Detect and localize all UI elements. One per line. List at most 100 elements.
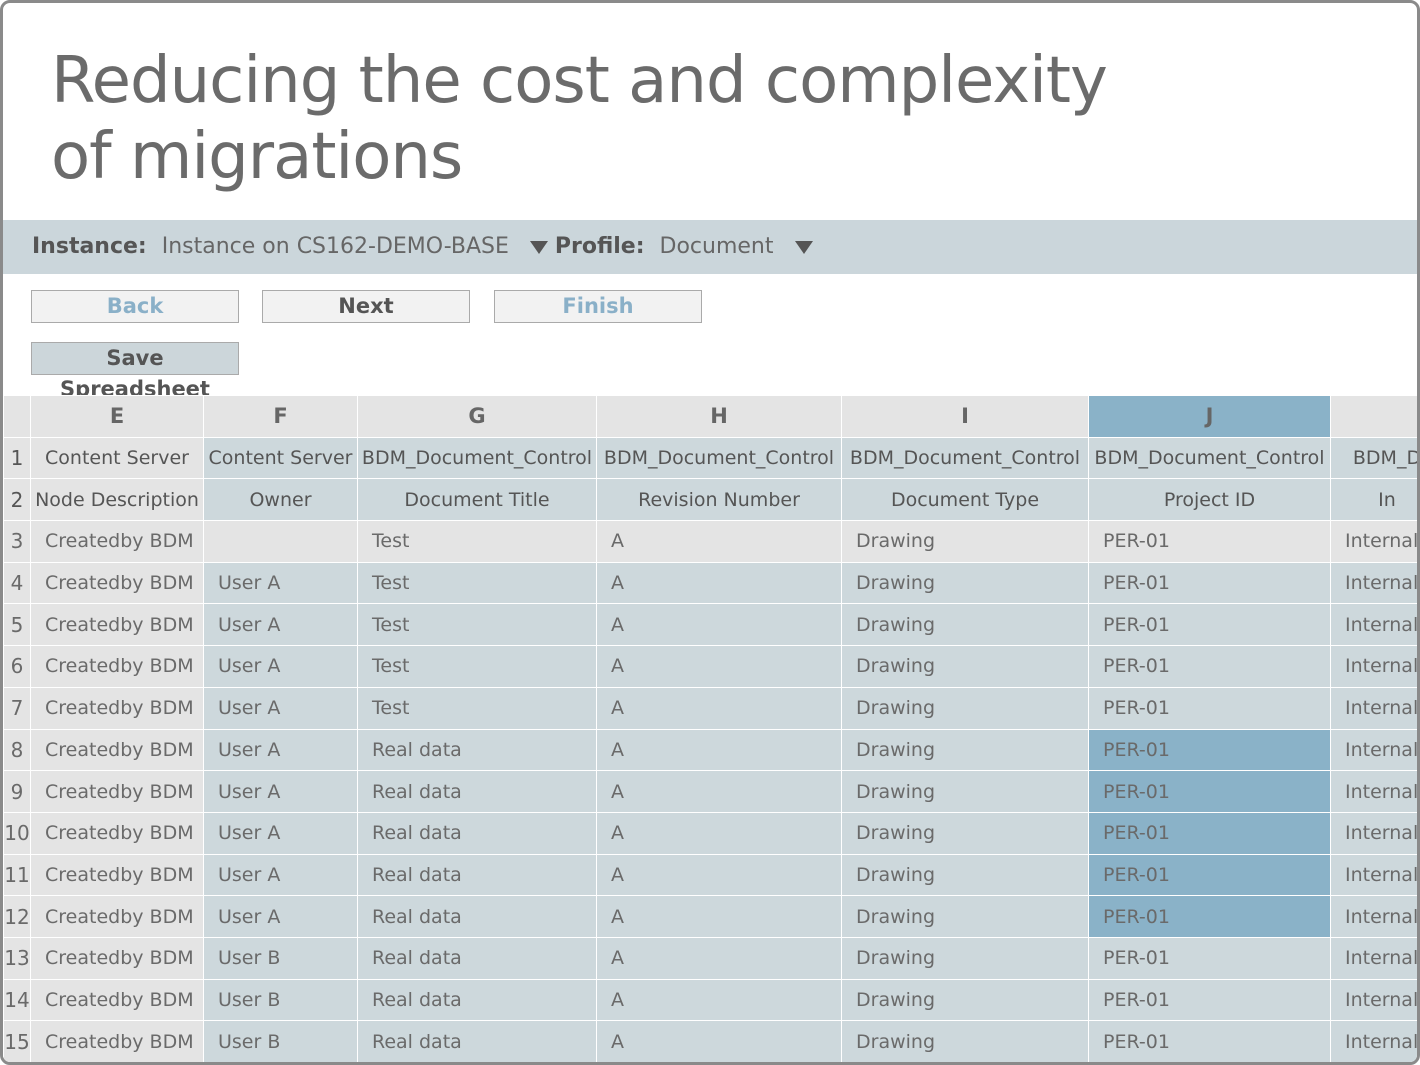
cell[interactable]: Createdby BDM	[30, 936, 204, 980]
row-number[interactable]: 5	[3, 603, 31, 647]
cell[interactable]: PER-01	[1088, 520, 1331, 563]
row-number[interactable]: 2	[3, 478, 31, 522]
cell[interactable]: Drawing	[841, 520, 1089, 563]
row-number[interactable]: 7	[3, 686, 31, 730]
cell[interactable]: Internal	[1330, 811, 1417, 855]
cell[interactable]: A	[596, 645, 842, 688]
cell[interactable]: Document Title	[357, 478, 597, 522]
save-spreadsheet-button[interactable]: Save Spreadsheet	[31, 342, 239, 401]
finish-button[interactable]: Finish	[494, 290, 702, 323]
cell[interactable]: Real data	[357, 770, 597, 813]
cell[interactable]: Internal	[1330, 561, 1417, 605]
cell[interactable]: Createdby BDM	[30, 978, 204, 1022]
cell[interactable]: Drawing	[841, 686, 1089, 730]
cell[interactable]: Node Description	[30, 478, 204, 522]
cell[interactable]: User A	[203, 853, 358, 897]
cell[interactable]: PER-01	[1088, 728, 1331, 772]
cell[interactable]: Drawing	[841, 1020, 1089, 1062]
cell[interactable]: User B	[203, 936, 358, 980]
cell[interactable]: Document Type	[841, 478, 1089, 522]
back-button[interactable]: Back	[31, 290, 239, 323]
cell[interactable]: Createdby BDM	[30, 728, 204, 772]
cell[interactable]: Real data	[357, 811, 597, 855]
cell[interactable]: Internal	[1330, 645, 1417, 688]
cell[interactable]: A	[596, 936, 842, 980]
cell[interactable]: Drawing	[841, 853, 1089, 897]
cell[interactable]: Drawing	[841, 978, 1089, 1022]
row-number[interactable]: 3	[3, 520, 31, 563]
cell[interactable]: A	[596, 686, 842, 730]
row-number[interactable]: 4	[3, 561, 31, 605]
row-number[interactable]: 10	[3, 811, 31, 855]
row-number[interactable]: 15	[3, 1020, 31, 1062]
row-number[interactable]: 13	[3, 936, 31, 980]
cell[interactable]: Internal	[1330, 770, 1417, 813]
cell[interactable]: Createdby BDM	[30, 603, 204, 647]
cell[interactable]: Createdby BDM	[30, 895, 204, 938]
cell[interactable]: Internal	[1330, 895, 1417, 938]
cell[interactable]: BDM_Document_Control	[841, 436, 1089, 480]
cell[interactable]: Createdby BDM	[30, 645, 204, 688]
cell[interactable]: Createdby BDM	[30, 561, 204, 605]
cell[interactable]: PER-01	[1088, 645, 1331, 688]
cell[interactable]: Test	[357, 686, 597, 730]
cell[interactable]: PER-01	[1088, 936, 1331, 980]
cell[interactable]: A	[596, 895, 842, 938]
cell[interactable]: Drawing	[841, 728, 1089, 772]
row-number[interactable]: 9	[3, 770, 31, 813]
cell[interactable]: User A	[203, 770, 358, 813]
cell[interactable]: PER-01	[1088, 561, 1331, 605]
cell[interactable]: A	[596, 811, 842, 855]
cell[interactable]: Test	[357, 561, 597, 605]
cell[interactable]: Drawing	[841, 603, 1089, 647]
cell[interactable]: User B	[203, 1020, 358, 1062]
column-header[interactable]: G	[357, 395, 597, 438]
cell[interactable]: In	[1330, 478, 1417, 522]
cell[interactable]: Internal	[1330, 1020, 1417, 1062]
cell[interactable]: PER-01	[1088, 1020, 1331, 1062]
cell[interactable]: Drawing	[841, 770, 1089, 813]
profile-dropdown[interactable]	[794, 240, 813, 254]
row-number[interactable]: 6	[3, 645, 31, 688]
cell[interactable]: Drawing	[841, 561, 1089, 605]
cell[interactable]: PER-01	[1088, 686, 1331, 730]
cell[interactable]: Internal	[1330, 603, 1417, 647]
cell[interactable]: User A	[203, 645, 358, 688]
cell[interactable]: PER-01	[1088, 978, 1331, 1022]
cell[interactable]: Drawing	[841, 645, 1089, 688]
cell[interactable]: User A	[203, 728, 358, 772]
cell[interactable]: BDM_D	[1330, 436, 1417, 480]
instance-value[interactable]: Instance on CS162-DEMO-BASE	[161, 234, 509, 259]
cell[interactable]: A	[596, 728, 842, 772]
cell[interactable]: Test	[357, 645, 597, 688]
cell[interactable]: Revision Number	[596, 478, 842, 522]
column-header[interactable]: E	[30, 395, 204, 438]
row-number[interactable]: 12	[3, 895, 31, 938]
cell[interactable]: Real data	[357, 978, 597, 1022]
cell[interactable]: A	[596, 853, 842, 897]
cell[interactable]: BDM_Document_Control	[1088, 436, 1331, 480]
cell[interactable]: A	[596, 561, 842, 605]
cell[interactable]: Owner	[203, 478, 358, 522]
row-number[interactable]: 11	[3, 853, 31, 897]
cell[interactable]: Drawing	[841, 811, 1089, 855]
column-header[interactable]: H	[596, 395, 842, 438]
cell[interactable]	[203, 520, 358, 563]
column-header[interactable]: F	[203, 395, 358, 438]
cell[interactable]: PER-01	[1088, 811, 1331, 855]
cell[interactable]: Drawing	[841, 936, 1089, 980]
cell[interactable]: Project ID	[1088, 478, 1331, 522]
cell[interactable]: A	[596, 770, 842, 813]
profile-value[interactable]: Document	[659, 234, 774, 259]
cell[interactable]: Content Server	[30, 436, 204, 480]
row-number[interactable]: 8	[3, 728, 31, 772]
cell[interactable]: Internal	[1330, 520, 1417, 563]
cell[interactable]: Real data	[357, 1020, 597, 1062]
cell[interactable]: Drawing	[841, 895, 1089, 938]
cell[interactable]: Content Server	[203, 436, 358, 480]
cell[interactable]: BDM_Document_Control	[596, 436, 842, 480]
column-header[interactable]	[1330, 395, 1417, 438]
instance-dropdown[interactable]	[529, 240, 548, 254]
cell[interactable]: Internal	[1330, 853, 1417, 897]
cell[interactable]: Internal	[1330, 978, 1417, 1022]
